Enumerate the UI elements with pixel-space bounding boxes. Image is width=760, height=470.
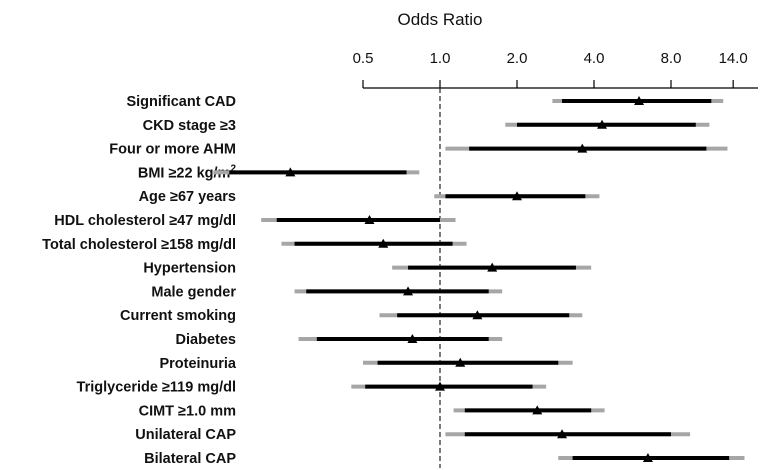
row-label-text: Triglyceride ≥119 mg/dl — [77, 380, 236, 396]
row-label: Current smoking — [120, 308, 236, 324]
row-label: HDL cholesterol ≥47 mg/dl — [54, 213, 236, 229]
odds-ratio-point — [407, 334, 418, 343]
row-label: CIMT ≥1.0 mm — [139, 403, 236, 419]
odds-ratio-point — [577, 143, 588, 153]
row-label: Hypertension — [143, 261, 236, 277]
row-label: Total cholesterol ≥158 mg/dl — [42, 237, 236, 253]
forest-row: Male gender — [151, 284, 503, 300]
row-label: Significant CAD — [126, 94, 236, 110]
odds-ratio-point — [642, 453, 653, 462]
row-label-text: Proteinuria — [159, 356, 236, 372]
forest-row: BMI ≥22 kg/m2 — [138, 163, 420, 181]
forest-row: Bilateral CAP — [144, 451, 745, 467]
row-label-text: Hypertension — [143, 261, 236, 277]
row-label-text: CKD stage ≥3 — [143, 118, 236, 134]
x-tick-label: 4.0 — [584, 50, 605, 67]
odds-ratio-point — [487, 262, 498, 272]
row-label-text: HDL cholesterol ≥47 mg/dl — [54, 213, 236, 229]
row-label-text: Four or more AHM — [109, 142, 236, 158]
odds-ratio-point — [403, 286, 414, 296]
forest-row: CIMT ≥1.0 mm — [139, 403, 605, 419]
row-label: Proteinuria — [159, 356, 236, 372]
row-label-text: Current smoking — [120, 308, 236, 324]
x-axis: 0.5 1.0 2.0 4.0 8.0 14.0 — [353, 50, 758, 468]
forest-row: Four or more AHM — [109, 142, 728, 158]
row-label-text: Male gender — [151, 284, 236, 300]
odds-ratio-point — [512, 191, 522, 201]
forest-row: Significant CAD — [126, 94, 724, 110]
row-label: Four or more AHM — [109, 142, 236, 158]
row-label-text: Diabetes — [176, 332, 236, 348]
forest-row: HDL cholesterol ≥47 mg/dl — [54, 213, 456, 229]
forest-row: Hypertension — [143, 261, 592, 277]
row-label: Triglyceride ≥119 mg/dl — [77, 380, 236, 396]
row-label: Bilateral CAP — [144, 451, 236, 467]
x-tick-label: 14.0 — [719, 50, 748, 67]
forest-row: Triglyceride ≥119 mg/dl — [77, 380, 547, 396]
x-tick-label: 2.0 — [507, 50, 528, 67]
forest-row: Age ≥67 years — [139, 189, 600, 205]
row-label: Unilateral CAP — [135, 427, 236, 443]
forest-rows: Significant CAD CKD stage ≥3 Four or more … — [42, 94, 745, 467]
x-tick-label: 0.5 — [353, 50, 374, 67]
row-label-text: BMI ≥22 kg/m — [138, 165, 231, 181]
odds-ratio-point — [532, 405, 543, 415]
row-label-text: Unilateral CAP — [135, 427, 236, 443]
odds-ratio-point — [634, 96, 645, 105]
row-label: BMI ≥22 kg/m2 — [138, 163, 237, 181]
row-label-text: Significant CAD — [126, 94, 236, 110]
forest-row: Unilateral CAP — [135, 427, 691, 443]
odds-ratio-point — [378, 238, 389, 248]
row-label-superscript: 2 — [230, 163, 236, 174]
odds-ratio-point — [435, 381, 445, 391]
forest-row: Current smoking — [120, 308, 583, 324]
x-axis-title: Odds Ratio — [397, 10, 482, 29]
forest-row: Diabetes — [176, 332, 503, 348]
row-label-text: Total cholesterol ≥158 mg/dl — [42, 237, 236, 253]
odds-ratio-point — [597, 119, 608, 129]
odds-ratio-point — [557, 429, 568, 439]
row-label-text: Age ≥67 years — [139, 189, 236, 205]
odds-ratio-point — [472, 310, 483, 320]
row-label: Diabetes — [176, 332, 236, 348]
forest-row: Proteinuria — [159, 356, 573, 372]
x-tick-label: 8.0 — [661, 50, 682, 67]
row-label-text: CIMT ≥1.0 mm — [139, 403, 236, 419]
x-tick-label: 1.0 — [430, 50, 451, 67]
odds-ratio-point — [364, 215, 375, 224]
forest-row: Total cholesterol ≥158 mg/dl — [42, 237, 467, 253]
odds-ratio-point — [455, 357, 466, 367]
row-label-text: Bilateral CAP — [144, 451, 236, 467]
forest-row: CKD stage ≥3 — [143, 118, 710, 134]
row-label: Age ≥67 years — [139, 189, 236, 205]
row-label: CKD stage ≥3 — [143, 118, 236, 134]
odds-ratio-point — [285, 167, 296, 177]
row-label: Male gender — [151, 284, 236, 300]
